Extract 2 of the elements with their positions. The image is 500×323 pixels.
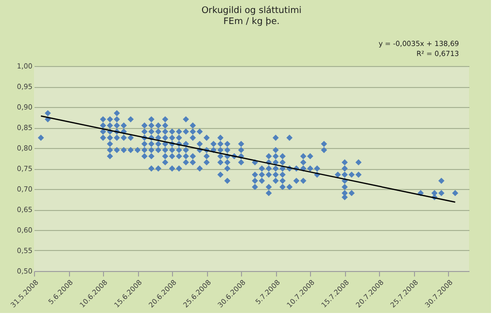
chart-subtitle: FEm / kg þe. xyxy=(223,17,280,27)
chart-title: Orkugildi og sláttutimi xyxy=(201,5,302,16)
